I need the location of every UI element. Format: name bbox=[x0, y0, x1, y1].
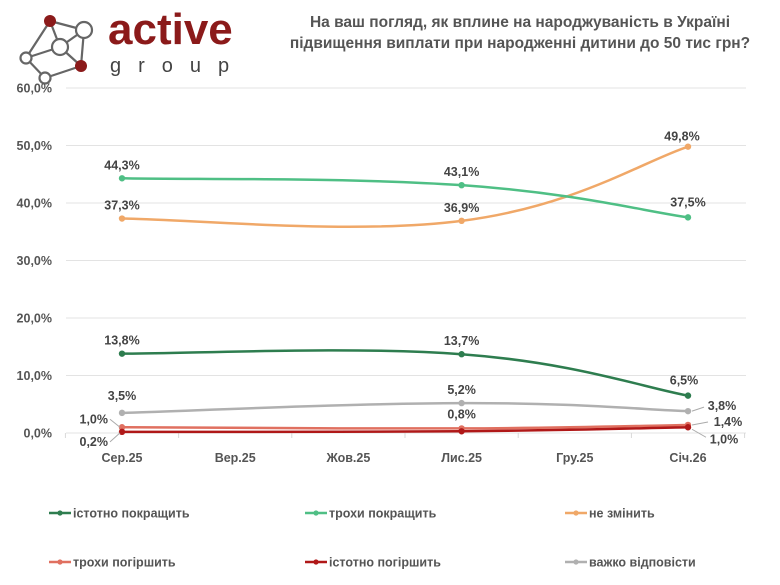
data-label: 3,5% bbox=[108, 389, 137, 403]
x-tick-label: Жов.25 bbox=[325, 451, 370, 465]
legend-item[interactable]: не змінить bbox=[565, 507, 655, 521]
data-point bbox=[458, 181, 465, 189]
legend: істотно покращить трохи покращить не зміни… bbox=[49, 507, 696, 570]
y-tick-label: 60,0% bbox=[17, 82, 52, 96]
data-label: 0,8% bbox=[447, 407, 476, 421]
x-tick-label: Січ.26 bbox=[669, 451, 706, 465]
data-point bbox=[458, 217, 465, 225]
data-point bbox=[684, 143, 692, 150]
data-point bbox=[684, 214, 692, 221]
series-4 bbox=[118, 424, 692, 436]
series-line bbox=[121, 426, 689, 434]
y-tick-label: 50,0% bbox=[17, 139, 52, 153]
series-line bbox=[121, 177, 689, 219]
x-axis: Сер.25 Вер.25 Жов.25 Лис.25 Гру.25 Січ.26 bbox=[64, 433, 746, 465]
x-tick-label: Гру.25 bbox=[556, 451, 593, 465]
legend-item[interactable]: важко відповісти bbox=[565, 556, 696, 570]
logo-wordmark: active bbox=[108, 5, 233, 54]
data-label: 0,2% bbox=[80, 435, 109, 449]
leader-lines bbox=[109, 406, 709, 443]
data-label: 6,5% bbox=[670, 374, 699, 388]
leader-line bbox=[691, 421, 709, 426]
data-label: 1,4% bbox=[714, 415, 743, 429]
data-label: 37,3% bbox=[104, 199, 139, 213]
legend-item[interactable]: трохи погіршить bbox=[49, 556, 176, 570]
legend-marker-icon bbox=[313, 510, 319, 516]
legend-item[interactable]: істотно покращить bbox=[49, 507, 190, 521]
chart-title-line-2: підвищення виплати при народженні дитини… bbox=[289, 35, 751, 52]
data-label: 49,8% bbox=[664, 130, 699, 144]
y-tick-label: 0,0% bbox=[24, 427, 53, 441]
legend-marker-icon bbox=[313, 559, 319, 565]
series-line bbox=[121, 423, 689, 430]
data-label: 5,2% bbox=[447, 383, 476, 397]
data-label: 1,0% bbox=[710, 432, 739, 446]
data-label: 13,7% bbox=[444, 334, 479, 348]
legend-item[interactable]: істотно погіршить bbox=[305, 556, 441, 570]
x-tick-label: Лис.25 bbox=[441, 451, 482, 465]
data-point bbox=[458, 428, 465, 435]
data-label: 44,3% bbox=[104, 158, 139, 172]
gridlines bbox=[66, 87, 746, 434]
legend-marker-icon bbox=[57, 510, 63, 516]
y-tick-label: 10,0% bbox=[17, 369, 52, 383]
legend-marker-icon bbox=[573, 510, 579, 516]
leader-line bbox=[109, 432, 121, 443]
data-label: 37,5% bbox=[670, 195, 705, 209]
chart-title-line-1: На ваш погляд, як вплине на народжуваніс… bbox=[309, 14, 731, 31]
data-point bbox=[118, 175, 126, 182]
y-tick-label: 20,0% bbox=[17, 312, 52, 326]
legend-label: істотно погіршить bbox=[329, 556, 441, 570]
data-point bbox=[458, 351, 465, 358]
y-tick-label: 40,0% bbox=[17, 197, 52, 211]
series-2 bbox=[118, 143, 692, 229]
series-line bbox=[121, 401, 689, 415]
leader-line bbox=[691, 428, 707, 438]
data-point bbox=[118, 215, 126, 222]
x-tick-label: Сер.25 bbox=[102, 451, 143, 465]
data-point bbox=[118, 350, 126, 357]
legend-marker-icon bbox=[57, 559, 63, 565]
x-tick-label: Вер.25 bbox=[215, 451, 256, 465]
series-line bbox=[121, 349, 689, 397]
y-axis: 0,0% 10,0% 20,0% 30,0% 40,0% 50,0% 60,0% bbox=[17, 82, 52, 441]
legend-label: не змінить bbox=[589, 507, 655, 521]
chart-title: На ваш погляд, як вплине на народжуваніс… bbox=[262, 12, 778, 54]
data-label: 43,1% bbox=[444, 165, 479, 179]
logo-subtitle: group bbox=[110, 55, 247, 77]
series-line bbox=[121, 145, 689, 229]
series-lines bbox=[118, 143, 692, 436]
data-point bbox=[118, 428, 126, 436]
logo-network-icon bbox=[19, 15, 94, 85]
series-1 bbox=[118, 175, 692, 221]
legend-label: трохи погіршить bbox=[73, 556, 176, 570]
y-tick-label: 30,0% bbox=[17, 254, 52, 268]
data-label: 1,0% bbox=[80, 412, 109, 426]
series-5 bbox=[118, 399, 692, 417]
data-point bbox=[684, 424, 692, 431]
data-label: 13,8% bbox=[104, 334, 139, 348]
data-label: 36,9% bbox=[444, 201, 479, 215]
legend-item[interactable]: трохи покращить bbox=[305, 507, 437, 521]
series-0 bbox=[118, 349, 692, 399]
data-point bbox=[684, 392, 692, 399]
leader-line bbox=[109, 418, 121, 428]
data-point bbox=[118, 409, 126, 417]
data-point bbox=[118, 424, 126, 431]
data-labels: 13,8% 13,7% 6,5% 44,3% 43,1% 37,5% 37,3% 36,9% 4… bbox=[80, 130, 743, 449]
legend-label: істотно покращить bbox=[73, 507, 190, 521]
legend-label: трохи покращить bbox=[329, 507, 437, 521]
legend-label: важко відповісти bbox=[589, 556, 696, 570]
data-point bbox=[684, 407, 692, 415]
data-point bbox=[458, 399, 465, 407]
data-label: 3,8% bbox=[708, 399, 737, 413]
legend-marker-icon bbox=[573, 559, 579, 565]
leader-line bbox=[691, 406, 705, 412]
